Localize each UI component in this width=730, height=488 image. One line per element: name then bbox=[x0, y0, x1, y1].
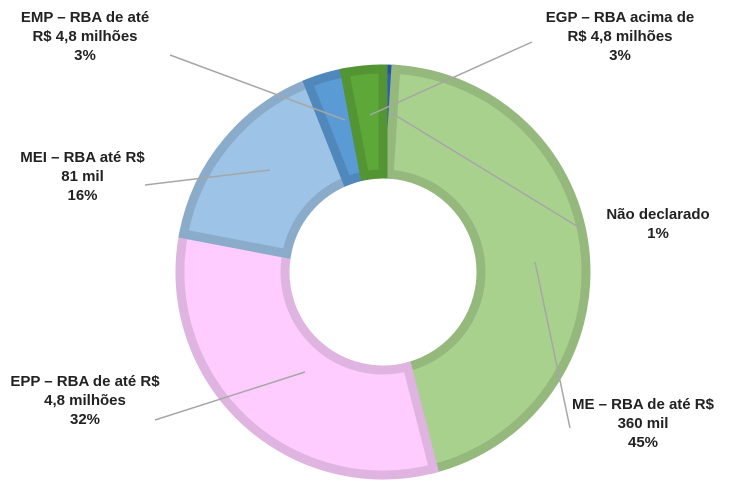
leader-line bbox=[169, 54, 346, 121]
value-label: 3% bbox=[609, 47, 631, 64]
donut-slice bbox=[339, 64, 388, 181]
slice-label: ME – RBA de até R$ 360 mil 45% bbox=[568, 395, 718, 452]
category-label: Não declarado bbox=[606, 206, 710, 223]
category-label: MEI – RBA até R$ 81 mil bbox=[20, 149, 145, 185]
donut-slice bbox=[175, 228, 439, 480]
value-label: 45% bbox=[627, 434, 659, 451]
category-label: EMP – RBA de até R$ 4,8 milhões bbox=[20, 9, 150, 45]
leader-line bbox=[144, 169, 271, 186]
slice-label: Não declarado 1% bbox=[598, 205, 718, 243]
slice-label: MEI – RBA até R$ 81 mil 16% bbox=[10, 148, 155, 205]
value-label: 3% bbox=[74, 47, 96, 64]
leader-line bbox=[369, 41, 533, 116]
donut-slice bbox=[178, 77, 353, 259]
slice-label: EGP – RBA acima de R$ 4,8 milhões 3% bbox=[540, 8, 700, 65]
leader-line bbox=[534, 261, 571, 429]
donut-slice bbox=[384, 64, 591, 475]
category-label: EPP – RBA de até R$ 4,8 milhões bbox=[10, 373, 160, 409]
slice-label: EPP – RBA de até R$ 4,8 milhões 32% bbox=[10, 372, 160, 429]
leader-line bbox=[389, 111, 581, 229]
value-label: 32% bbox=[69, 411, 101, 428]
value-label: 1% bbox=[647, 225, 669, 242]
slice-label: EMP – RBA de até R$ 4,8 milhões 3% bbox=[10, 8, 160, 65]
value-label: 16% bbox=[67, 187, 98, 204]
leader-line bbox=[154, 371, 306, 421]
category-label: EGP – RBA acima de R$ 4,8 milhões bbox=[545, 9, 695, 45]
category-label: ME – RBA de até R$ 360 mil bbox=[572, 396, 714, 432]
